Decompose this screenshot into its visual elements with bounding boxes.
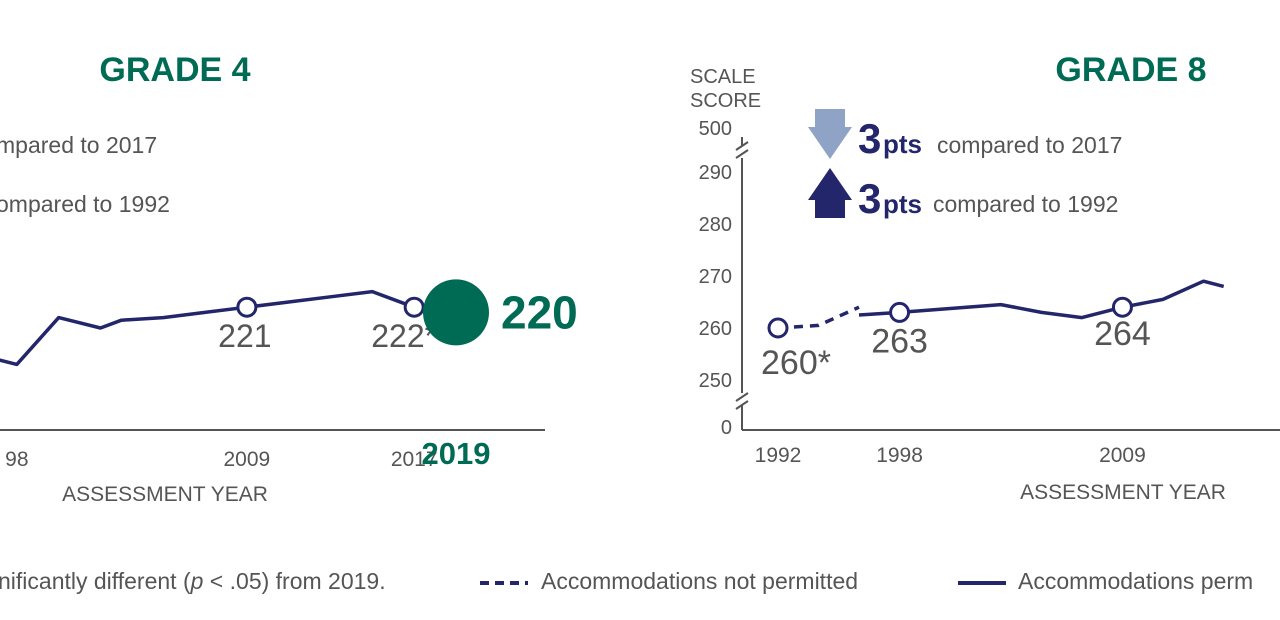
g8-series-line-dashed: [777, 305, 860, 330]
grade4-x-axis-label: ASSESSMENT YEAR: [62, 483, 268, 506]
grade8-change-up-text: compared to 1992: [933, 191, 1118, 217]
grade8-markers-group: 260* 263 264: [761, 296, 1151, 382]
grade8-y-axis-label-line1: SCALE: [690, 66, 756, 88]
g8-marker-2009: [1111, 296, 1133, 318]
legend-dashed-label: Accommodations not permitted: [541, 568, 858, 594]
g4-x-tick-2017: 2017: [391, 448, 438, 471]
g8-marker-1992: [767, 317, 789, 339]
arrow-up-icon: [808, 168, 852, 218]
g8-marker-1998: [889, 301, 911, 323]
grade8-change-down-value: 3: [858, 115, 881, 162]
g4-marker-label-2009: 221: [218, 318, 271, 354]
grade8-tick-labels: 1992 1998 2009: [755, 444, 1146, 467]
grade8-axis-break-top-a: [735, 141, 749, 151]
g8-series-line-solid: [858, 279, 1225, 320]
g8-marker-label-1992: 260*: [761, 344, 831, 382]
g4-final-point: [423, 279, 489, 346]
grade8-y-axis-label-line2: SCORE: [690, 90, 761, 112]
grade8-y-tick-labels: 250 260 270 280 290: [699, 162, 732, 392]
g4-x-tick-2009: 2009: [224, 448, 271, 471]
g8-marker-label-1998: 263: [871, 322, 928, 360]
g4-marker-2009: [236, 296, 258, 318]
grade8-panel: GRADE 8 SCALE SCORE 500 0 250 260 270 280 29…: [690, 51, 1280, 504]
grade8-change-up: 3 pts compared to 1992: [808, 168, 1118, 222]
grade4-series-group: [0, 289, 457, 367]
legend-significance-p: p: [190, 568, 204, 594]
grade8-title: GRADE 8: [1055, 51, 1206, 89]
g8-x-tick-1998: 1998: [876, 444, 923, 467]
legend-solid-label: Accommodations perm: [1018, 568, 1253, 594]
grade8-change-down: 3 pts compared to 2017: [808, 109, 1122, 162]
grade8-axis-break-bottom-a: [735, 392, 749, 402]
arrow-down-icon: [808, 109, 852, 159]
grade4-annotation-2017: mpared to 2017: [0, 132, 157, 158]
grade4-title: GRADE 4: [99, 51, 250, 89]
g8-y-tick-290: 290: [699, 162, 732, 184]
grade8-y-tick-0: 0: [721, 417, 732, 439]
g4-series-line-solid: [0, 289, 457, 367]
g4-x-tick-2019: 2019: [422, 436, 491, 471]
g8-y-tick-270: 270: [699, 266, 732, 288]
g8-x-tick-1992: 1992: [755, 444, 802, 467]
g8-x-tick-2009: 2009: [1099, 444, 1146, 467]
legend-significance-note: nificantly different (p < .05) from 2019…: [0, 568, 386, 594]
g8-marker-label-2009: 264: [1094, 315, 1151, 353]
g8-y-tick-260: 260: [699, 318, 732, 340]
grade8-change-up-unit: pts: [883, 189, 922, 219]
g4-marker-2017: [403, 296, 425, 318]
g4-final-label: 220: [501, 286, 578, 338]
legend-significance-prefix: nificantly different (: [0, 568, 191, 594]
grade8-y-tick-500: 500: [699, 118, 732, 140]
grade8-change-down-unit: pts: [883, 129, 922, 159]
g4-x-tick-98: 98: [5, 448, 28, 471]
grade8-axis-break-top-b: [735, 149, 749, 159]
grade8-series-group: [777, 279, 1225, 330]
grade4-annotation-1992: ompared to 1992: [0, 191, 170, 217]
legend-significance-suffix: < .05) from 2019.: [203, 568, 385, 594]
grade8-axis-break-bottom-b: [735, 400, 749, 410]
grade8-change-up-value: 3: [858, 175, 881, 222]
g8-y-tick-280: 280: [699, 214, 732, 236]
grade4-panel: GRADE 4 mpared to 2017 ompared to 1992 5…: [0, 51, 578, 506]
grade8-x-axis-label: ASSESSMENT YEAR: [1020, 481, 1226, 504]
g8-y-tick-250: 250: [699, 370, 732, 392]
legend: nificantly different (p < .05) from 2019…: [0, 568, 1253, 594]
grade8-change-down-text: compared to 2017: [937, 132, 1122, 158]
